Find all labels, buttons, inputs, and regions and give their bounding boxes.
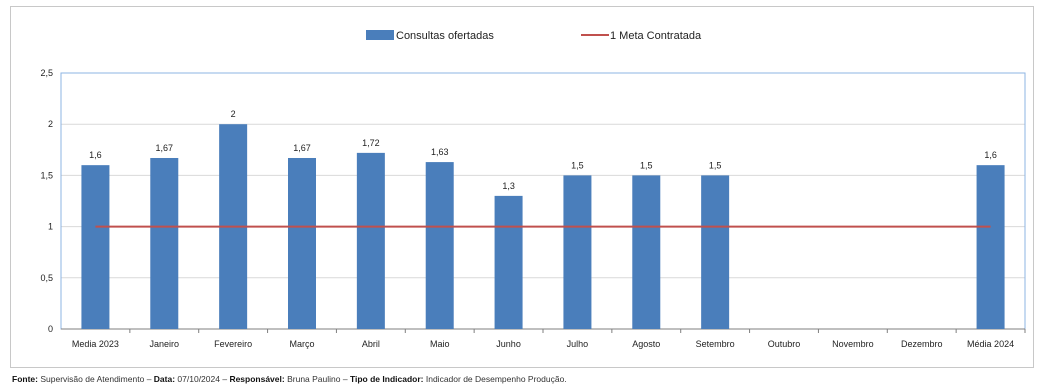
date-value: 07/10/2024 [177,374,220,384]
legend: Consultas ofertadas 1 Meta Contratada [366,30,702,42]
data-label: 2 [231,109,236,119]
x-tick-label: Abril [362,339,380,349]
x-tick-label: Fevereiro [214,339,252,349]
chart-footer: Fonte: Supervisão de Atendimento – Data:… [12,374,567,384]
bar [356,152,385,329]
data-label: 1,63 [431,147,449,157]
bar [632,175,661,329]
plot-border [60,72,1026,330]
bar [976,165,1005,329]
legend-label: 1 Meta Contratada [610,30,702,42]
legend-swatch-bar [366,30,394,40]
bar [150,157,179,329]
data-label: 1,3 [502,181,515,191]
data-label: 1,5 [709,160,722,170]
plot-area [60,72,1026,330]
data-label: 1,67 [156,143,174,153]
separator: – [222,374,230,384]
y-tick-label: 0 [48,324,53,334]
x-tick-label: Dezembro [901,339,943,349]
bar [563,175,592,329]
chart-container: Consultas ofertadas 1 Meta Contratada 1,6… [10,6,1034,368]
responsible-label: Responsável: [229,374,285,384]
x-tick-label: Agosto [632,339,660,349]
bar [81,165,110,329]
x-tick-label: Setembro [696,339,735,349]
x-tick-label: Outubro [768,339,801,349]
y-tick-label: 1 [48,222,53,232]
y-tick-label: 2,5 [40,68,53,78]
separator: – [342,374,350,384]
x-tick-label: Maio [430,339,450,349]
separator: – [146,374,154,384]
responsible-value: Bruna Paulino [287,374,341,384]
source-label: Fonte: [12,374,38,384]
indicator-label: Tipo de Indicador: [349,374,424,384]
date-label: Data: [153,374,176,384]
legend-label: Consultas ofertadas [396,30,494,42]
data-label: 1,67 [293,143,311,153]
x-tick-label: Julho [567,339,589,349]
indicator-value: Indicador de Desempenho Produção. [425,374,567,384]
bar [425,162,454,329]
data-label: 1,6 [89,150,102,160]
x-tick-label: Novembro [832,339,874,349]
data-label: 1,6 [984,150,997,160]
x-tick-label: Março [289,339,314,349]
y-tick-label: 1,5 [40,170,53,180]
x-axis: Media 2023 Janeiro Fevereiro Março Abril Maio… [72,329,1026,349]
y-axis: 0 0,5 1 1,5 2 2,5 [40,68,53,334]
x-tick-label: Junho [496,339,521,349]
bar-line-chart: Consultas ofertadas 1 Meta Contratada 1,6… [40,30,1026,349]
bar [494,195,523,329]
x-tick-label: Janeiro [150,339,180,349]
data-label: 1,5 [640,160,653,170]
y-tick-label: 0,5 [40,273,53,283]
source-value: Supervisão de Atendimento [40,374,145,384]
y-tick-label: 2 [48,119,53,129]
gridlines [61,72,1025,279]
bar [701,175,730,329]
bar [288,157,316,329]
data-labels: 1,6 1,67 2 1,67 1,72 1,63 1,3 1,5 1,5 1,5 1,6 [89,109,997,191]
x-tick-label: Média 2024 [967,339,1014,349]
x-tick-label: Media 2023 [72,339,119,349]
data-label: 1,5 [571,160,584,170]
data-label: 1,72 [362,138,380,148]
